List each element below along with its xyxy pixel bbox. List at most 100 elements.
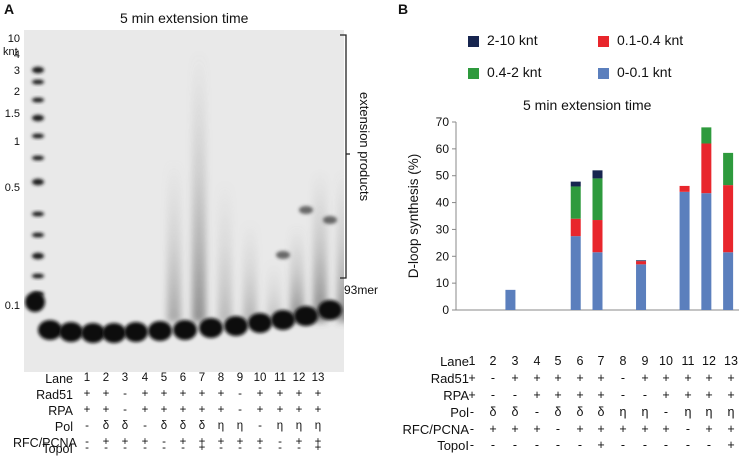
condition-cell: + [83, 388, 91, 400]
condition-cell: + [662, 422, 670, 436]
condition-cell: - [555, 422, 561, 436]
condition-cell: + [662, 388, 670, 402]
legend-label-0-0.1: 0-0.1 knt [617, 64, 672, 80]
condition-row-label: TopoI [42, 442, 73, 456]
condition-cell: + [141, 404, 149, 416]
condition-cell: + [217, 404, 225, 416]
bar-segment [592, 252, 603, 310]
condition-cell: - [663, 438, 669, 452]
condition-cell: + [179, 388, 187, 400]
condition-cell: + [217, 388, 225, 400]
bar-segment [679, 185, 690, 192]
condition-cell: - [238, 442, 242, 454]
condition-cell: 11 [274, 372, 286, 384]
substrate-band [318, 300, 342, 320]
legend-swatch-2-10 [468, 36, 479, 47]
ladder-band [32, 178, 44, 186]
condition-cell: + [314, 388, 322, 400]
condition-cell: 3 [511, 354, 519, 368]
substrate-band [199, 318, 223, 338]
condition-cell: η [295, 420, 303, 432]
condition-row-label: Lane [45, 372, 73, 386]
condition-cell: + [576, 388, 584, 402]
extension-smear [243, 220, 257, 322]
condition-cell: δ [597, 405, 605, 419]
ladder-band [32, 133, 44, 139]
bar-segment [592, 178, 603, 221]
condition-cell: 2 [102, 372, 110, 384]
ladder-label: 1.5 [4, 108, 20, 120]
condition-cell: 12 [292, 372, 306, 384]
bar-segment [636, 260, 647, 262]
condition-cell: δ [576, 405, 584, 419]
bar-segment [701, 143, 712, 194]
condition-cell: + [276, 404, 284, 416]
condition-cell: 4 [141, 372, 149, 384]
condition-cell: η [236, 420, 244, 432]
condition-cell: + [160, 404, 168, 416]
condition-cell: 12 [702, 354, 716, 368]
substrate-band [124, 322, 148, 342]
bar-segment [723, 185, 734, 253]
condition-cell: η [276, 420, 284, 432]
condition-cell: + [102, 404, 110, 416]
condition-cell: + [597, 388, 605, 402]
bar-segment [592, 170, 603, 179]
condition-cell: - [512, 388, 518, 402]
condition-cell: - [85, 420, 89, 432]
substrate-band [173, 320, 197, 340]
condition-row-label: RFC/PCNA [13, 436, 77, 450]
condition-row-label: TopoI [437, 438, 469, 453]
condition-cell: + [276, 388, 284, 400]
condition-cell: - [181, 442, 185, 454]
y-tick-label: 40 [436, 196, 450, 210]
condition-cell: - [490, 388, 496, 402]
bar-segment [636, 261, 647, 265]
condition-cell: δ [160, 420, 168, 432]
condition-cell: 3 [121, 372, 129, 384]
product-band [323, 216, 337, 224]
condition-cell: - [706, 438, 712, 452]
condition-cell: - [469, 422, 475, 436]
condition-cell: + [533, 388, 541, 402]
condition-cell: + [554, 371, 562, 385]
condition-cell: η [217, 420, 225, 432]
condition-cell: 8 [217, 372, 225, 384]
bar-segment [592, 220, 603, 253]
condition-cell: - [238, 404, 242, 416]
condition-cell: 5 [554, 354, 562, 368]
condition-cell: + [295, 388, 303, 400]
condition-cell: + [141, 388, 149, 400]
gel-title: 5 min extension time [120, 10, 249, 26]
condition-cell: + [727, 422, 735, 436]
ladder-band [32, 211, 44, 217]
substrate-band [38, 320, 62, 340]
bracket-label: extension products [357, 92, 372, 202]
condition-cell: - [278, 442, 282, 454]
condition-cell: + [684, 388, 692, 402]
condition-cell: - [620, 388, 626, 402]
ladder-label: 10 [7, 33, 20, 45]
condition-cell: η [619, 405, 627, 419]
bar-segment [570, 218, 581, 237]
chart-title: 5 min extension time [523, 97, 652, 113]
bar-segment [701, 193, 712, 310]
condition-cell: + [576, 371, 584, 385]
condition-cell: δ [121, 420, 129, 432]
bar-segment [723, 152, 734, 186]
legend-label-0.1-0.4: 0.1-0.4 knt [617, 32, 684, 48]
condition-cell: δ [489, 405, 497, 419]
condition-cell: + [533, 371, 541, 385]
condition-cell: 13 [311, 372, 325, 384]
condition-cell: + [684, 371, 692, 385]
product-band [276, 251, 290, 259]
condition-cell: + [179, 436, 187, 448]
ladder-band [32, 232, 44, 238]
substrate-band [59, 322, 83, 342]
bar-segment [679, 191, 690, 310]
condition-cell: 9 [236, 372, 244, 384]
condition-cell: - [143, 442, 147, 454]
condition-cell: + [511, 422, 519, 436]
panel-a-letter: A [4, 1, 15, 17]
substrate-band [294, 306, 318, 326]
